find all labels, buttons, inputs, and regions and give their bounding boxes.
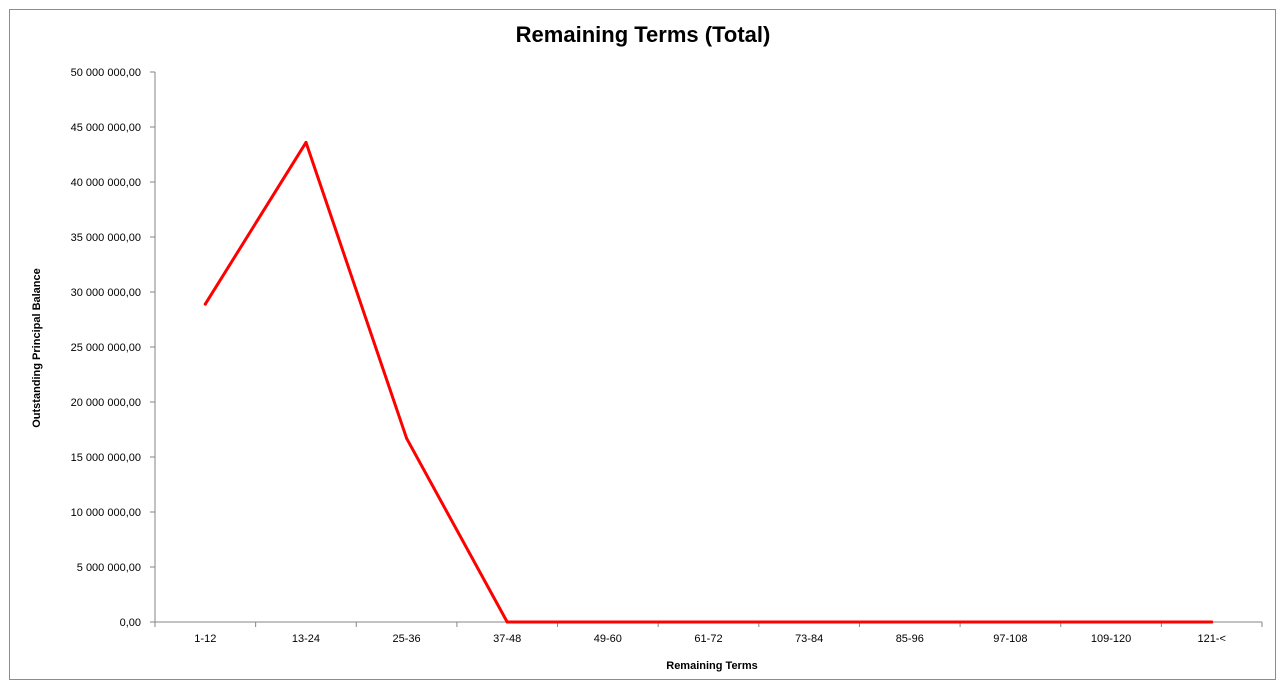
x-tick-label: 85-96	[896, 633, 924, 645]
y-tick-label: 25 000 000,00	[71, 342, 141, 354]
data-point	[505, 620, 509, 624]
x-tick-label: 73-84	[795, 633, 823, 645]
y-tick-label: 50 000 000,00	[71, 67, 141, 79]
data-point	[405, 436, 409, 440]
data-point	[203, 302, 207, 306]
x-tick-label: 49-60	[594, 633, 622, 645]
data-point	[1210, 620, 1214, 624]
data-point	[1008, 620, 1012, 624]
y-tick-label: 10 000 000,00	[71, 507, 141, 519]
y-tick-label: 5 000 000,00	[77, 562, 141, 574]
y-tick-label: 0,00	[120, 617, 141, 629]
y-tick-label: 45 000 000,00	[71, 122, 141, 134]
x-tick-label: 61-72	[694, 633, 722, 645]
data-point	[908, 620, 912, 624]
y-tick-label: 20 000 000,00	[71, 397, 141, 409]
data-point	[707, 620, 710, 624]
series-line	[203, 140, 1214, 624]
chart-frame	[9, 9, 1276, 680]
data-point	[606, 620, 610, 624]
y-tick-label: 35 000 000,00	[71, 232, 141, 244]
x-tick-label: 1-12	[194, 633, 216, 645]
chart-title: Remaining Terms (Total)	[515, 22, 771, 47]
data-point	[1109, 620, 1113, 624]
y-tick-label: 15 000 000,00	[71, 452, 141, 464]
x-tick-label: 25-36	[393, 633, 421, 645]
x-tick-label: 109-120	[1091, 633, 1131, 645]
y-tick-label: 30 000 000,00	[71, 287, 141, 299]
x-tick-label: 97-108	[993, 633, 1027, 645]
x-axis-title: Remaining Terms	[666, 660, 758, 672]
data-point	[807, 620, 811, 624]
y-tick-label: 40 000 000,00	[71, 177, 141, 189]
x-tick-label: 121-<	[1197, 633, 1225, 645]
x-tick-label: 37-48	[493, 633, 521, 645]
x-tick-label: 13-24	[292, 633, 320, 645]
data-point	[304, 140, 308, 144]
